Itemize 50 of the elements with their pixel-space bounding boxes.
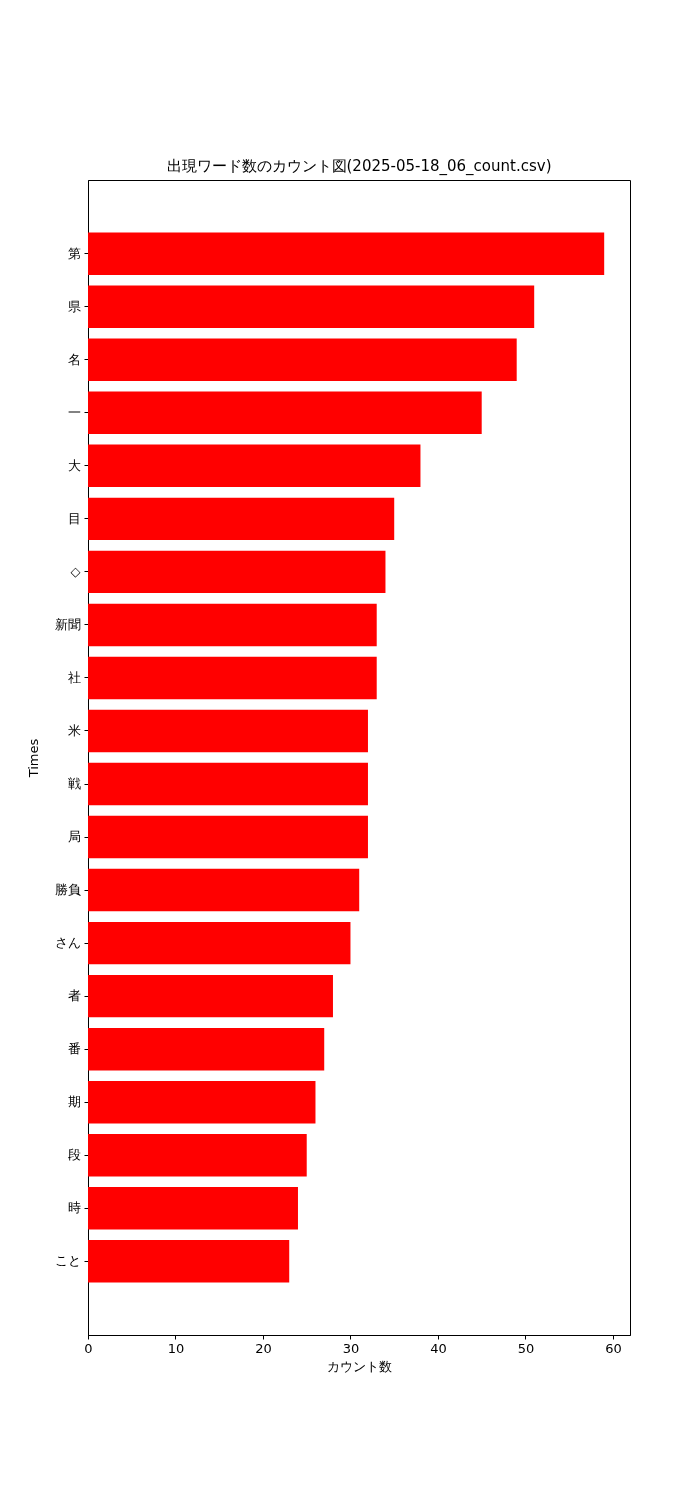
bar [88,603,377,647]
y-tick-label: 番 [67,1041,81,1057]
bar [88,868,360,912]
bar [88,815,368,859]
y-tick-label: 者 [67,988,81,1004]
bar [88,338,517,381]
y-tick-label: 勝負 [54,882,81,898]
y-tick-label: ◇ [70,563,81,579]
bar [88,391,482,435]
y-tick-label: 第 [67,245,81,261]
bar [88,1240,290,1283]
bar [88,1080,316,1124]
y-tick-label: 新聞 [54,616,81,632]
bar [88,1134,307,1177]
y-tick-label: 戦 [67,776,81,792]
x-tick-label: 20 [255,1340,272,1356]
y-tick-label: 名 [67,351,81,367]
bar [88,1187,298,1230]
y-tick-label: 時 [67,1200,81,1216]
y-tick-label: 期 [67,1094,81,1110]
bar [88,497,395,541]
bar [88,550,386,594]
y-tick-label: 米 [67,722,81,738]
x-tick-label: 10 [167,1340,185,1356]
bar [88,444,421,488]
y-axis-title: Times [25,738,41,779]
y-tick-label: さん [54,935,81,951]
bar [88,1027,325,1071]
chart-title: 出現ワード数のカウント図(2025-05-18_06_count.csv) [166,157,552,176]
x-tick-label: 50 [517,1340,535,1356]
y-tick-label: 目 [67,510,81,526]
bar [88,656,377,700]
y-tick-label: 大 [67,457,81,473]
x-axis-title: カウント数 [327,1358,392,1374]
x-tick-label: 0 [84,1340,93,1356]
y-tick-label: 局 [67,829,81,845]
y-tick-label: 県 [67,298,81,314]
y-tick-label: こと [54,1253,81,1269]
bar [88,232,605,275]
bar [88,762,368,806]
x-tick-label: 40 [430,1340,447,1356]
bar [88,709,368,753]
bar [88,285,535,328]
y-tick-label: 段 [67,1147,81,1163]
bar [88,974,333,1018]
y-tick-label: 社 [67,669,81,685]
y-tick-label: 一 [67,404,81,420]
x-tick-label: 30 [342,1340,360,1356]
bar [88,921,351,965]
x-tick-label: 60 [605,1340,622,1356]
